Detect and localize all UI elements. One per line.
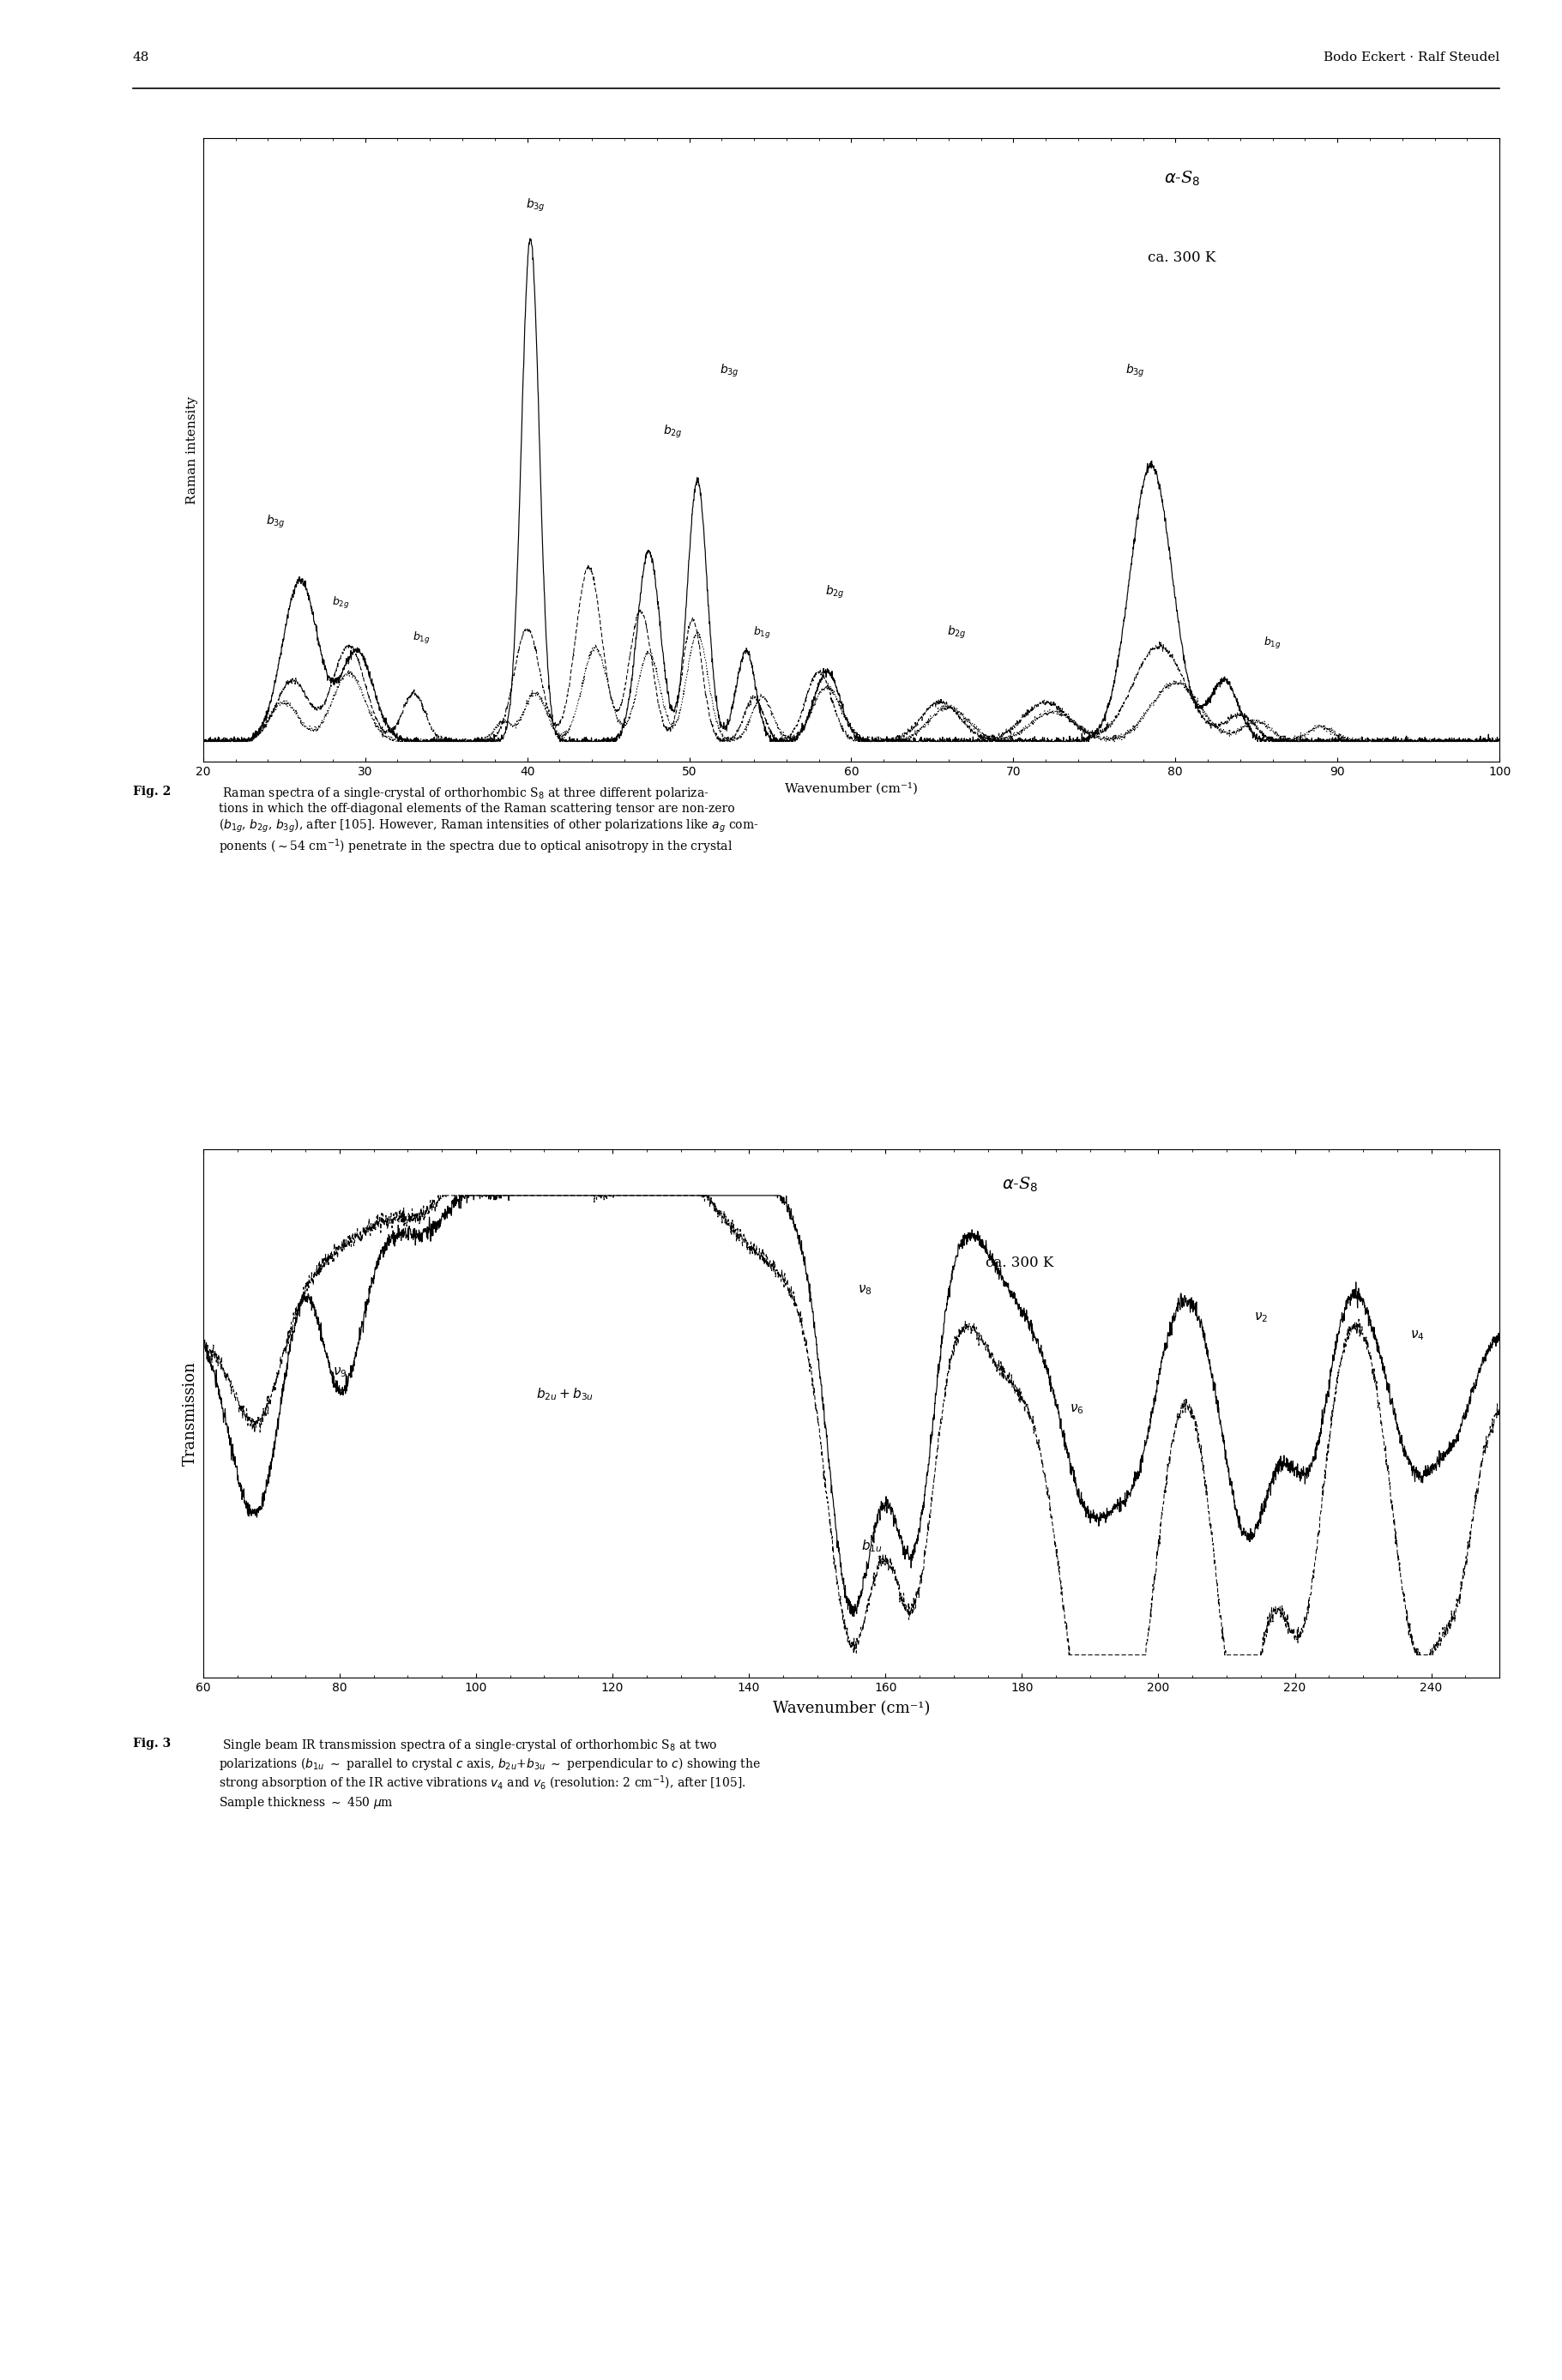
Text: $b_{1g}$: $b_{1g}$: [412, 631, 431, 645]
Text: $b_{2g}$: $b_{2g}$: [664, 424, 683, 440]
Text: Bodo Eckert · Ralf Steudel: Bodo Eckert · Ralf Steudel: [1323, 52, 1500, 64]
Text: $\nu_2$: $\nu_2$: [1254, 1311, 1268, 1323]
Text: $b_{3g}$: $b_{3g}$: [1125, 362, 1145, 378]
Text: $b_{3g}$: $b_{3g}$: [720, 362, 739, 378]
Text: $b_{1g}$: $b_{1g}$: [1264, 635, 1281, 652]
Y-axis label: Transmission: Transmission: [183, 1361, 198, 1466]
Text: Single beam IR transmission spectra of a single-crystal of orthorhombic S$_8$ at: Single beam IR transmission spectra of a…: [219, 1737, 761, 1811]
Text: $b_{2g}$: $b_{2g}$: [947, 624, 967, 640]
Text: $\alpha$-S$_8$: $\alpha$-S$_8$: [1164, 169, 1200, 188]
Text: 48: 48: [133, 52, 150, 64]
Text: Raman spectra of a single-crystal of orthorhombic S$_8$ at three different polar: Raman spectra of a single-crystal of ort…: [219, 785, 759, 857]
X-axis label: Wavenumber (cm⁻¹): Wavenumber (cm⁻¹): [773, 1702, 929, 1716]
Text: $b_{1u}$: $b_{1u}$: [861, 1537, 883, 1554]
Text: $\nu_9$: $\nu_9$: [333, 1366, 347, 1380]
Text: $b_{2g}$: $b_{2g}$: [331, 595, 350, 612]
Text: $b_{2u}+b_{3u}$: $b_{2u}+b_{3u}$: [536, 1385, 594, 1402]
Text: $b_{3g}$: $b_{3g}$: [266, 514, 286, 531]
Text: $b_{1g}$: $b_{1g}$: [753, 626, 772, 640]
Text: $b_{3g}$: $b_{3g}$: [525, 198, 545, 214]
X-axis label: Wavenumber (cm⁻¹): Wavenumber (cm⁻¹): [784, 783, 918, 795]
Text: $\nu_4$: $\nu_4$: [1410, 1328, 1425, 1342]
Text: ca. 300 K: ca. 300 K: [986, 1254, 1054, 1271]
Text: $\nu_6$: $\nu_6$: [1070, 1402, 1084, 1416]
Text: ca. 300 K: ca. 300 K: [1148, 250, 1215, 264]
Text: $\alpha$-S$_8$: $\alpha$-S$_8$: [1001, 1176, 1039, 1195]
Text: $b_{2g}$: $b_{2g}$: [825, 583, 845, 600]
Text: Fig. 2: Fig. 2: [133, 785, 170, 797]
Y-axis label: Raman intensity: Raman intensity: [186, 395, 198, 505]
Text: $\nu_8$: $\nu_8$: [858, 1283, 872, 1297]
Text: Fig. 3: Fig. 3: [133, 1737, 170, 1749]
